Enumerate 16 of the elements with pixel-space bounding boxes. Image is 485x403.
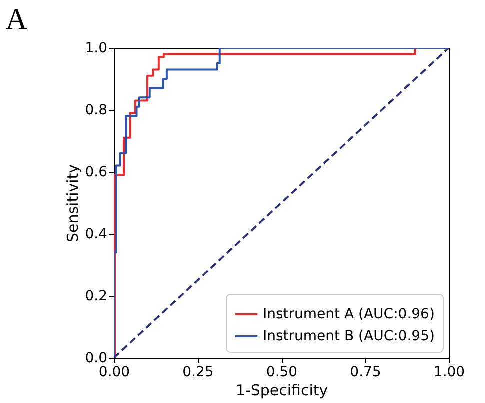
y-tick-label: 0.6 [85,164,108,180]
chart-title: A [6,3,28,36]
x-tick-label: 0.50 [266,364,298,380]
legend-label: Instrument A (AUC:0.96) [263,306,435,322]
x-tick-label: 0.75 [350,364,382,380]
x-tick-label: 0.25 [182,364,214,380]
y-tick-label: 1.0 [85,40,108,56]
x-tick-label: 1.00 [434,364,466,380]
y-axis-title: Sensitivity [64,164,82,243]
legend-label: Instrument B (AUC:0.95) [263,328,435,344]
y-tick-label: 0.4 [85,226,108,242]
y-tick-label: 0.0 [85,350,108,366]
y-tick-label: 0.8 [85,102,108,118]
x-tick-label: 0.00 [98,364,130,380]
x-axis-title: 1-Specificity [236,382,328,400]
y-tick-label: 0.2 [85,288,108,304]
